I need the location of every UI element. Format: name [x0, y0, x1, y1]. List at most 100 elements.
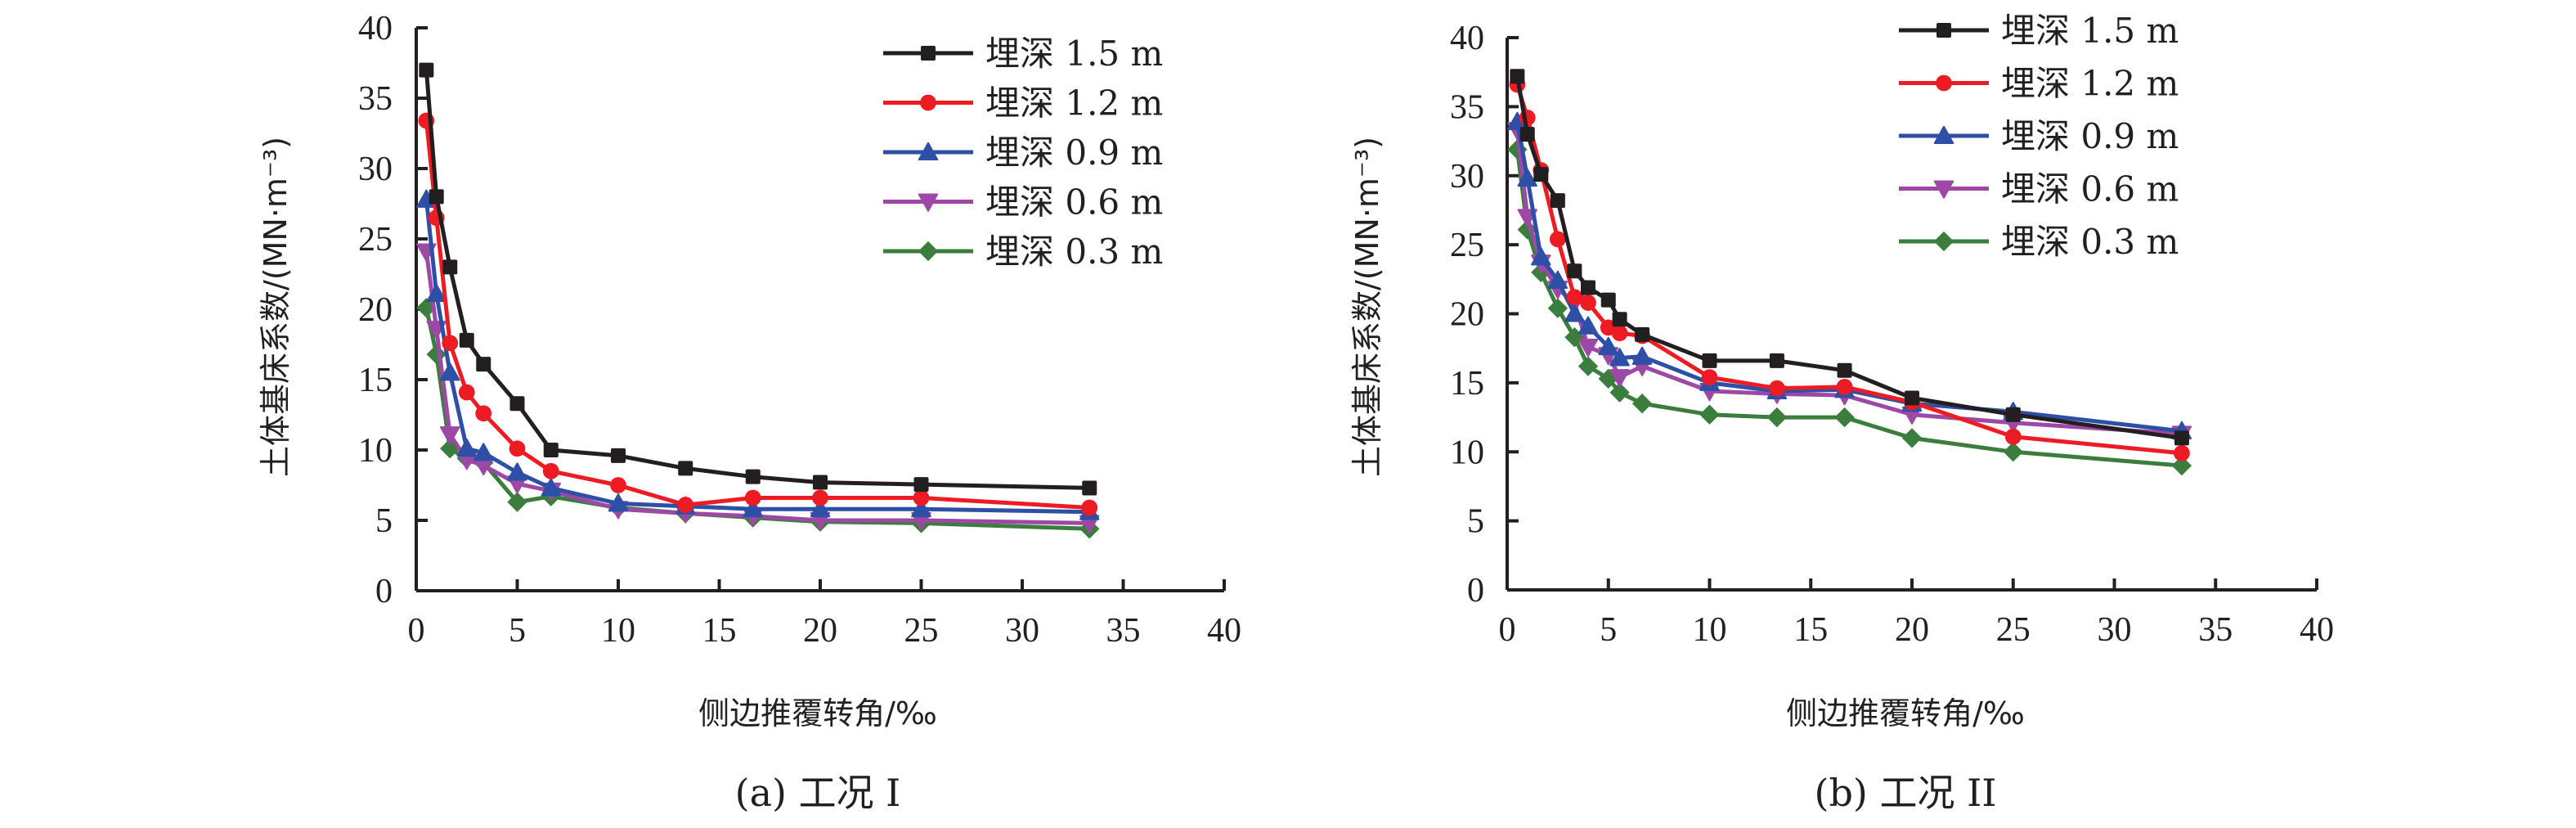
data-point	[677, 497, 694, 513]
data-point	[913, 477, 929, 493]
legend-marker-triangle-down-icon	[918, 193, 939, 212]
data-point	[439, 426, 460, 445]
legend-marker-circle-icon	[920, 94, 936, 111]
data-point	[611, 448, 626, 463]
y-axis-title: 土体基床系数/(MN·m⁻³)	[1349, 137, 1385, 477]
legend-label: 埋深 0.6 m	[2001, 169, 2179, 209]
legend: 埋深 1.5 m 埋深 1.2 m 埋深 0.9 m 埋深 0.6 m 埋深 0.3 m	[1899, 11, 2179, 262]
data-point	[1533, 167, 1549, 182]
data-point	[1577, 356, 1599, 376]
series-line	[424, 120, 1090, 510]
data-point	[608, 493, 629, 512]
x-tick-label: 0	[1499, 611, 1516, 649]
legend-item: 埋深 0.3 m	[1899, 222, 2179, 262]
series-square	[1510, 69, 2189, 446]
data-point	[1598, 336, 1618, 355]
data-point	[1769, 380, 1785, 397]
data-point	[1547, 270, 1568, 289]
data-point	[509, 440, 526, 457]
legend-item: 埋深 0.9 m	[883, 133, 1163, 173]
data-point	[459, 332, 474, 348]
x-tick-label: 35	[1106, 612, 1141, 650]
legend-item: 埋深 1.5 m	[883, 34, 1163, 74]
legend-item: 埋深 0.3 m	[883, 232, 1163, 272]
y-tick-label: 30	[358, 151, 393, 188]
data-point	[810, 498, 831, 518]
data-point	[610, 477, 626, 493]
series-triangle-up	[416, 189, 1100, 520]
series-triangle-down	[416, 243, 1100, 533]
y-tick-label: 20	[1450, 296, 1484, 334]
data-point	[1702, 353, 1717, 368]
data-point	[1517, 168, 1537, 187]
data-point	[542, 462, 559, 479]
y-tick-label: 30	[1450, 158, 1484, 196]
x-tick-label: 25	[1996, 611, 2031, 649]
legend-label: 埋深 1.2 m	[985, 83, 1163, 124]
y-tick-label: 35	[358, 80, 393, 118]
legend-marker-triangle-down-icon	[1933, 180, 1954, 199]
data-point	[1834, 407, 1855, 428]
legend-item: 埋深 1.5 m	[1899, 11, 2179, 51]
legend-label: 埋深 0.9 m	[2001, 116, 2179, 156]
plot-area: 0 5 10 15 20 25 30 35 40 0 5 10 15 20 25 30 35 40	[1450, 20, 2334, 649]
data-point	[745, 469, 761, 484]
data-point	[1905, 390, 1919, 406]
x-tick-label: 40	[1207, 612, 1241, 650]
data-point	[1510, 69, 1525, 84]
data-point	[476, 357, 491, 372]
y-tick-label: 5	[1467, 503, 1484, 541]
data-point	[1566, 289, 1583, 306]
data-point	[913, 489, 930, 506]
data-point	[1082, 480, 1097, 496]
legend-label: 埋深 1.2 m	[2001, 64, 2179, 104]
y-tick-label: 35	[1450, 88, 1484, 126]
x-tick-label: 15	[702, 612, 737, 650]
plot-area: 0 5 10 15 20 25 30 35 40 0 5 10 15 20 25 30 35 40	[358, 10, 1241, 650]
data-point	[2174, 430, 2189, 446]
data-point	[1600, 292, 1616, 308]
legend-label: 埋深 0.6 m	[985, 182, 1163, 223]
data-point	[1577, 316, 1599, 335]
x-tick-label: 20	[1895, 611, 1929, 649]
series-diamond	[1507, 139, 2192, 476]
data-point	[475, 405, 492, 422]
legend-marker-diamond-icon	[918, 241, 939, 262]
x-tick-label: 35	[2198, 611, 2233, 649]
data-point	[1550, 193, 1565, 209]
data-point	[507, 492, 527, 512]
x-tick-label: 30	[2098, 611, 2132, 649]
legend-label: 埋深 0.9 m	[985, 133, 1163, 173]
data-point	[1836, 379, 1853, 395]
legend: 埋深 1.5 m 埋深 1.2 m 埋深 0.9 m 埋深 0.6 m 埋深 0.3 m	[883, 34, 1163, 272]
legend-marker-triangle-up-icon	[1933, 125, 1954, 144]
y-tick-label: 20	[358, 291, 393, 329]
data-point	[429, 189, 444, 205]
legend-marker-square-icon	[921, 46, 936, 61]
y-tick-label: 10	[358, 432, 393, 470]
x-tick-label: 10	[601, 612, 635, 650]
data-point	[1631, 346, 1653, 365]
legend-label: 埋深 1.5 m	[2001, 11, 2179, 51]
data-point	[1549, 231, 1566, 248]
data-point	[1609, 369, 1630, 388]
legend-item: 埋深 1.2 m	[1899, 64, 2179, 104]
data-point	[1577, 339, 1599, 358]
legend-label: 埋深 1.5 m	[985, 34, 1163, 74]
data-point	[439, 362, 460, 381]
data-point	[1609, 348, 1630, 367]
data-point	[744, 489, 761, 506]
x-tick-label: 30	[1005, 612, 1039, 650]
data-point	[2171, 455, 2192, 476]
x-tick-label: 0	[408, 612, 425, 650]
x-tick-label: 25	[904, 612, 939, 650]
y-tick-label: 0	[375, 573, 393, 610]
data-point	[442, 259, 458, 275]
data-point	[1837, 362, 1852, 378]
data-point	[813, 475, 828, 490]
data-point	[456, 439, 477, 457]
legend-item: 埋深 0.9 m	[1899, 116, 2179, 156]
data-point	[1081, 499, 1098, 516]
x-tick-label: 40	[2300, 611, 2334, 649]
